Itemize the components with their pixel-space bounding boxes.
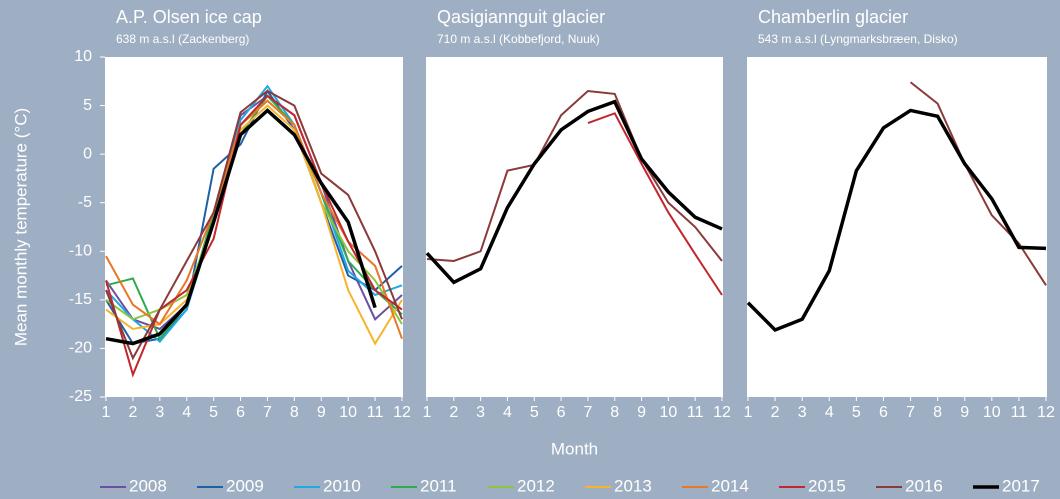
legend-label: 2016 bbox=[905, 476, 943, 495]
y-tick-label: 5 bbox=[83, 97, 92, 114]
legend-label: 2015 bbox=[808, 476, 846, 495]
x-tick-label: 1 bbox=[102, 404, 111, 421]
x-tick-label: 3 bbox=[798, 404, 807, 421]
x-axis-label: Month bbox=[551, 439, 598, 458]
y-tick-label: 0 bbox=[83, 145, 92, 162]
x-tick-label: 9 bbox=[317, 404, 326, 421]
data-line bbox=[105, 84, 403, 344]
legend-label: 2012 bbox=[517, 476, 555, 495]
data-line bbox=[746, 108, 1047, 333]
x-tick-label: 5 bbox=[852, 404, 861, 421]
legend-label: 2017 bbox=[1002, 476, 1040, 495]
data-line bbox=[587, 112, 723, 296]
data-line bbox=[105, 94, 403, 341]
x-tick-label: 5 bbox=[209, 404, 218, 421]
panel-subtitle: 543 m a.s.l (Lyngmarksbræen, Disko) bbox=[758, 32, 958, 46]
x-tick-label: 4 bbox=[503, 404, 512, 421]
x-tick-label: 11 bbox=[1011, 404, 1028, 421]
panel-title: A.P. Olsen ice cap bbox=[116, 7, 262, 27]
x-tick-label: 1 bbox=[744, 404, 753, 421]
x-tick-label: 2 bbox=[771, 404, 780, 421]
x-tick-label: 9 bbox=[637, 404, 646, 421]
x-tick-label: 12 bbox=[713, 404, 731, 421]
y-tick-label: -10 bbox=[69, 243, 92, 260]
x-tick-label: 10 bbox=[659, 404, 677, 421]
x-tick-label: 8 bbox=[933, 404, 942, 421]
x-tick-label: 6 bbox=[236, 404, 245, 421]
data-line bbox=[105, 104, 403, 346]
x-tick-label: 3 bbox=[155, 404, 164, 421]
y-tick-label: -15 bbox=[69, 291, 92, 308]
y-tick-label: -20 bbox=[69, 340, 92, 357]
x-tick-label: 3 bbox=[476, 404, 485, 421]
x-tick-label: 10 bbox=[983, 404, 1001, 421]
x-tick-label: 7 bbox=[263, 404, 272, 421]
data-line bbox=[425, 99, 723, 285]
x-tick-label: 7 bbox=[583, 404, 592, 421]
plot-area bbox=[747, 57, 1047, 397]
y-axis-label: Mean monthly temperature (°C) bbox=[11, 108, 30, 346]
data-line bbox=[105, 89, 403, 361]
data-line bbox=[105, 94, 403, 378]
panel-title: Qasigiannguit glacier bbox=[437, 7, 605, 27]
x-tick-label: 1 bbox=[423, 404, 432, 421]
x-tick-label: 8 bbox=[610, 404, 619, 421]
x-tick-label: 8 bbox=[290, 404, 299, 421]
legend-label: 2013 bbox=[614, 476, 652, 495]
data-line bbox=[426, 89, 723, 263]
x-tick-label: 4 bbox=[182, 404, 191, 421]
legend-label: 2010 bbox=[323, 476, 361, 495]
x-tick-label: 2 bbox=[128, 404, 137, 421]
plot-area bbox=[426, 57, 723, 397]
plot-area bbox=[105, 57, 403, 397]
x-tick-label: 2 bbox=[449, 404, 458, 421]
y-tick-label: -25 bbox=[69, 388, 92, 405]
x-tick-label: 11 bbox=[367, 404, 384, 421]
x-tick-label: 5 bbox=[530, 404, 539, 421]
legend-label: 2011 bbox=[420, 476, 457, 495]
x-tick-label: 11 bbox=[687, 404, 704, 421]
x-tick-label: 12 bbox=[393, 404, 411, 421]
legend-label: 2008 bbox=[129, 476, 167, 495]
panel-title: Chamberlin glacier bbox=[758, 7, 908, 27]
y-tick-label: -5 bbox=[78, 194, 92, 211]
x-tick-label: 6 bbox=[557, 404, 566, 421]
x-tick-label: 12 bbox=[1037, 404, 1055, 421]
data-line bbox=[105, 108, 377, 346]
legend-label: 2014 bbox=[711, 476, 749, 495]
x-tick-label: 7 bbox=[906, 404, 915, 421]
y-tick-label: 10 bbox=[74, 48, 92, 65]
x-tick-label: 9 bbox=[960, 404, 969, 421]
x-tick-label: 4 bbox=[825, 404, 834, 421]
legend-label: 2009 bbox=[226, 476, 264, 495]
x-tick-label: 10 bbox=[339, 404, 357, 421]
panel-subtitle: 710 m a.s.l (Kobbefjord, Nuuk) bbox=[437, 32, 600, 46]
data-line bbox=[909, 81, 1047, 286]
x-tick-label: 6 bbox=[879, 404, 888, 421]
panel-subtitle: 638 m a.s.l (Zackenberg) bbox=[116, 32, 249, 46]
